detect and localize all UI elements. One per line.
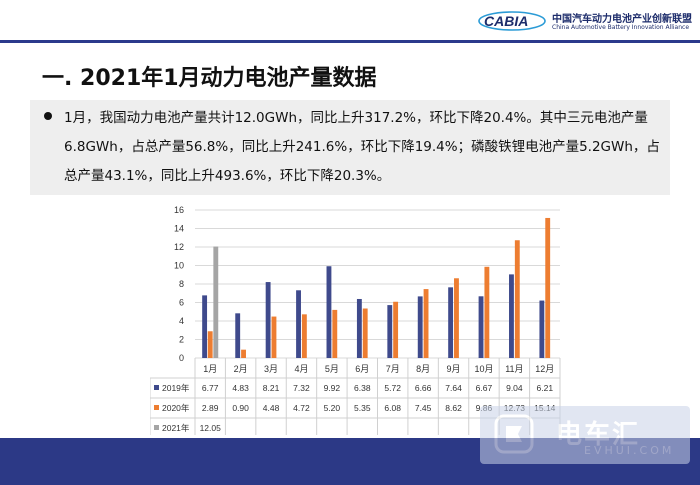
bar bbox=[265, 282, 271, 358]
data-label: 6.21 bbox=[537, 383, 554, 393]
bar bbox=[326, 266, 332, 358]
cabia-logo-icon: CABIA bbox=[478, 11, 546, 31]
y-tick-label: 8 bbox=[179, 279, 184, 289]
page-title: 一. 2021年1月动力电池产量数据 bbox=[42, 66, 377, 91]
bar bbox=[423, 289, 429, 358]
watermark-url: EVHUI.COM bbox=[584, 444, 675, 457]
bar bbox=[271, 316, 277, 358]
summary-box: 1月，我国动力电池产量共计12.0GWh，同比上升317.2%，环比下降20.4… bbox=[30, 100, 670, 195]
data-label: 9.92 bbox=[324, 383, 341, 393]
legend-swatch bbox=[154, 385, 159, 390]
x-category-label: 9月 bbox=[447, 364, 461, 374]
bar bbox=[213, 246, 219, 358]
top-header-bar: CABIA 中国汽车动力电池产业创新联盟 China Automotive Ba… bbox=[0, 0, 700, 42]
x-category-label: 10月 bbox=[474, 364, 493, 374]
x-category-label: 7月 bbox=[386, 364, 400, 374]
bar bbox=[362, 308, 368, 358]
bar bbox=[202, 295, 208, 358]
legend-label: 2021年 bbox=[162, 423, 190, 433]
evhui-watermark: 电车汇 EVHUI.COM bbox=[480, 404, 690, 466]
watermark-name: 电车汇 bbox=[556, 420, 641, 450]
x-category-label: 4月 bbox=[294, 364, 308, 374]
data-label: 7.45 bbox=[415, 403, 432, 413]
chart-gridlines bbox=[195, 209, 560, 359]
data-label: 8.62 bbox=[445, 403, 462, 413]
logo-wordmark: CABIA bbox=[484, 13, 528, 29]
header-divider bbox=[0, 40, 700, 43]
chart-bars bbox=[202, 217, 551, 358]
bar bbox=[454, 278, 459, 358]
bar bbox=[393, 301, 399, 358]
legend-label: 2019年 bbox=[162, 383, 190, 393]
bar bbox=[207, 331, 213, 358]
y-tick-label: 4 bbox=[179, 316, 184, 326]
data-label: 8.21 bbox=[263, 383, 280, 393]
y-tick-label: 16 bbox=[174, 205, 184, 215]
legend-swatch bbox=[154, 425, 159, 430]
bar bbox=[417, 296, 423, 358]
bar bbox=[514, 240, 520, 358]
data-label: 6.67 bbox=[476, 383, 493, 393]
y-tick-label: 0 bbox=[179, 353, 184, 363]
legend-label: 2020年 bbox=[162, 403, 190, 413]
data-label: 0.90 bbox=[232, 403, 249, 413]
bullet-dot bbox=[44, 112, 52, 120]
org-name-en: China Automotive Battery Innovation Alli… bbox=[552, 24, 690, 31]
bar bbox=[478, 296, 484, 358]
x-category-label: 1月 bbox=[203, 364, 217, 374]
y-tick-label: 2 bbox=[179, 335, 184, 345]
x-category-label: 5月 bbox=[325, 364, 339, 374]
data-label: 4.72 bbox=[293, 403, 310, 413]
data-label: 6.66 bbox=[415, 383, 432, 393]
x-category-label: 8月 bbox=[416, 364, 430, 374]
bar bbox=[332, 309, 338, 358]
bar bbox=[545, 217, 551, 358]
data-label: 6.38 bbox=[354, 383, 371, 393]
bar bbox=[387, 305, 393, 358]
data-label: 6.77 bbox=[202, 383, 219, 393]
bar bbox=[484, 266, 490, 358]
x-category-label: 2月 bbox=[234, 364, 248, 374]
y-tick-label: 6 bbox=[179, 298, 184, 308]
y-tick-label: 10 bbox=[174, 261, 184, 271]
bar bbox=[356, 298, 362, 358]
bar bbox=[241, 349, 246, 358]
bar bbox=[448, 287, 454, 358]
data-label: 12.05 bbox=[200, 423, 222, 433]
evhui-logo-icon bbox=[494, 414, 534, 454]
data-label: 6.08 bbox=[384, 403, 401, 413]
bar bbox=[509, 274, 514, 358]
data-label: 2.89 bbox=[202, 403, 219, 413]
data-label: 5.72 bbox=[384, 383, 401, 393]
data-label: 4.83 bbox=[232, 383, 249, 393]
x-category-label: 11月 bbox=[505, 364, 523, 374]
y-axis-ticks: 0 2 4 6 8 10 12 14 16 bbox=[174, 205, 184, 363]
bar bbox=[539, 300, 545, 358]
cabia-logo: CABIA 中国汽车动力电池产业创新联盟 China Automotive Ba… bbox=[478, 6, 700, 38]
data-label: 9.04 bbox=[506, 383, 523, 393]
x-category-label: 12月 bbox=[535, 364, 554, 374]
bar bbox=[235, 313, 241, 358]
data-label: 4.48 bbox=[263, 403, 280, 413]
bar bbox=[301, 314, 307, 358]
y-tick-label: 14 bbox=[174, 224, 184, 234]
org-name-cn: 中国汽车动力电池产业创新联盟 bbox=[552, 14, 692, 25]
bar bbox=[296, 290, 301, 358]
x-category-label: 6月 bbox=[355, 364, 369, 374]
production-chart: 0 2 4 6 8 10 12 14 16 1月 2月 3月 4月 5月 6月 7月 8月 9月 10月 11月 12… bbox=[150, 205, 561, 435]
data-label: 7.32 bbox=[293, 383, 310, 393]
y-tick-label: 12 bbox=[174, 242, 184, 252]
x-category-label: 3月 bbox=[264, 364, 278, 374]
data-label: 5.20 bbox=[324, 403, 341, 413]
legend-swatch bbox=[154, 405, 159, 410]
data-label: 7.64 bbox=[445, 383, 462, 393]
summary-text: 1月，我国动力电池产量共计12.0GWh，同比上升317.2%，环比下降20.4… bbox=[64, 110, 660, 184]
data-label: 5.35 bbox=[354, 403, 371, 413]
